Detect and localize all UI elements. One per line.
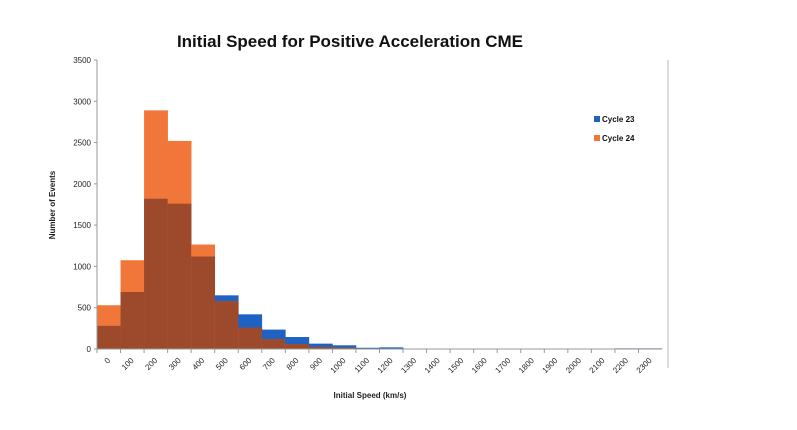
y-tick-label: 0 — [87, 345, 92, 354]
x-tick-label: 500 — [214, 356, 230, 372]
x-tick-label: 2300 — [635, 356, 654, 375]
bar-overlap — [308, 346, 333, 349]
bar-overlap — [285, 344, 310, 349]
x-tick-label: 1600 — [470, 356, 489, 375]
x-tick-label: 2100 — [588, 356, 607, 375]
x-tick-label: 1200 — [376, 356, 395, 375]
x-tick-label: 1500 — [446, 356, 465, 375]
x-tick-label: 1800 — [517, 356, 536, 375]
x-tick-label: 1100 — [353, 356, 372, 375]
legend-label-cycle-23: Cycle 23 — [602, 115, 635, 124]
bar-overlap — [332, 347, 357, 349]
x-axis-label: Initial Speed (km/s) — [334, 391, 407, 400]
x-tick-label: 0 — [103, 356, 113, 366]
y-tick-label: 500 — [78, 304, 92, 313]
x-tick-label: 1700 — [493, 356, 512, 375]
bar-cycle-23 — [379, 347, 404, 349]
bar-overlap — [120, 292, 145, 349]
legend-swatch-cycle-24 — [594, 135, 600, 141]
legend-swatch-cycle-23 — [594, 116, 600, 122]
y-tick-label: 1500 — [73, 221, 91, 230]
bar-overlap — [261, 339, 286, 349]
bar-overlap — [144, 198, 168, 349]
x-tick-label: 700 — [261, 356, 277, 372]
bar-cycle-23 — [308, 343, 333, 349]
x-tick-label: 1900 — [541, 356, 560, 375]
x-tick-label: 1400 — [423, 356, 442, 375]
y-tick-label: 3500 — [73, 56, 91, 65]
legend-label-cycle-24: Cycle 24 — [602, 134, 635, 143]
bar-overlap — [191, 256, 216, 349]
bar-overlap — [238, 327, 263, 349]
y-axis-label: Number of Events — [48, 170, 57, 239]
x-tick-label: 1300 — [399, 356, 418, 375]
x-tick-label: 100 — [120, 356, 136, 372]
bar-overlap — [97, 325, 121, 349]
bar-overlap — [167, 203, 192, 349]
x-tick-label: 400 — [191, 356, 207, 372]
x-tick-label: 600 — [238, 356, 254, 372]
bar-cycle-23 — [355, 347, 380, 349]
y-tick-label: 1000 — [73, 262, 91, 271]
x-tick-label: 900 — [308, 356, 324, 372]
bar-overlap — [214, 301, 239, 349]
x-tick-label: 2200 — [611, 356, 630, 375]
x-tick-label: 800 — [285, 356, 301, 372]
bar-cycle-23 — [332, 345, 357, 349]
legend: Cycle 23 Cycle 24 — [594, 115, 635, 143]
bar-cycle-23 — [285, 337, 310, 349]
x-tick-label: 2000 — [564, 356, 583, 375]
x-tick-label: 200 — [143, 356, 159, 372]
y-tick-label: 2000 — [73, 180, 91, 189]
y-tick-label: 3000 — [73, 97, 91, 106]
y-tick-label: 2500 — [73, 139, 91, 148]
x-tick-label: 300 — [167, 356, 183, 372]
chart-title: Initial Speed for Positive Acceleration … — [177, 32, 523, 51]
x-tick-label: 1000 — [329, 356, 348, 375]
